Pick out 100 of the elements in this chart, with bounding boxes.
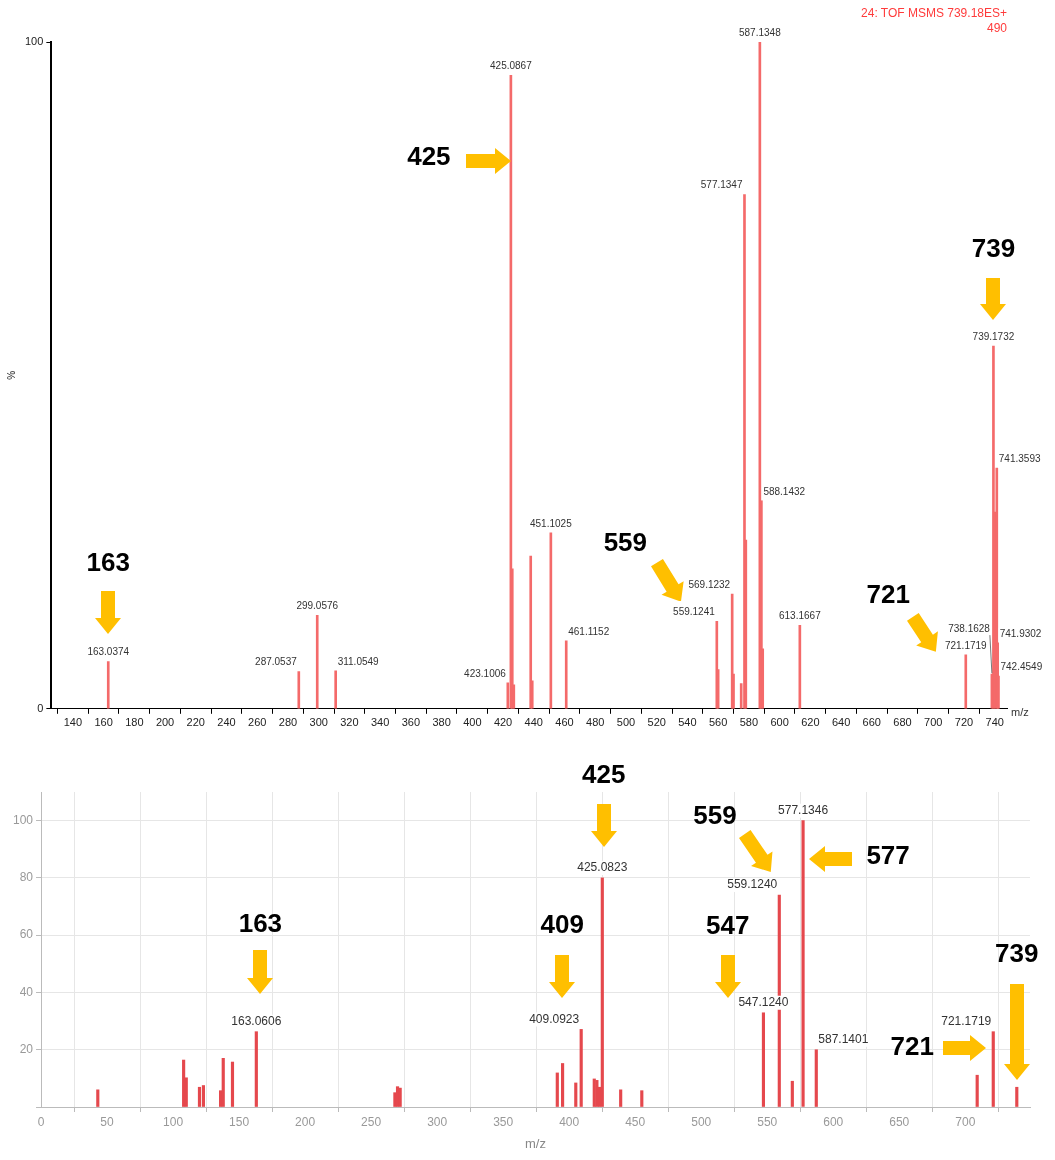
x-tick-label: 500 <box>616 716 636 729</box>
y-tick-label: 40 <box>19 984 34 999</box>
bar <box>801 820 805 1107</box>
bar <box>197 1086 202 1107</box>
annotation: 425 <box>407 140 451 171</box>
x-tick-label: 550 <box>757 1114 778 1129</box>
x-tick-label: 620 <box>801 716 820 729</box>
bar <box>790 1080 794 1107</box>
x-axis-title: m/z <box>1011 705 1029 718</box>
bar <box>315 615 319 709</box>
x-tick-label: 720 <box>954 716 974 729</box>
annotation: 569.1232 <box>688 578 731 590</box>
annotation: 721.1719 <box>944 639 988 651</box>
bar <box>297 671 301 709</box>
y-tick-label: 100 <box>12 812 34 827</box>
x-tick-label: 650 <box>889 1114 910 1129</box>
bar <box>221 1057 225 1107</box>
annotation: 423.1006 <box>464 667 507 679</box>
annotation: 559 <box>603 526 648 557</box>
annotation: 739 <box>971 233 1016 264</box>
y-tick-label: 20 <box>19 1042 34 1057</box>
annotation: 163 <box>86 547 130 578</box>
x-tick-label: 340 <box>370 716 390 729</box>
x-tick-label: 280 <box>278 716 298 729</box>
text: 425 <box>581 759 626 790</box>
annotation: 613.1667 <box>778 610 822 622</box>
x-tick-label: 740 <box>985 716 1004 729</box>
annotation: 587.1348 <box>738 26 782 38</box>
bar <box>529 555 533 709</box>
annotation: 577 <box>866 840 910 871</box>
bar <box>975 1074 979 1107</box>
x-tick-label: 320 <box>340 716 359 729</box>
x-tick-label: 100 <box>163 1114 184 1129</box>
chart-title: 24: TOF MSMS 739.18ES+ <box>861 6 1007 21</box>
x-tick-label: 160 <box>94 716 113 729</box>
x-tick-label: 50 <box>100 1114 115 1129</box>
bar <box>201 1085 206 1107</box>
annotation: 461.1152 <box>568 625 610 637</box>
annotation: 721 <box>890 1031 934 1062</box>
x-tick-label: 400 <box>559 1114 580 1129</box>
y-tick-label: 100 <box>24 35 44 48</box>
bar <box>600 877 604 1107</box>
annotation: 547 <box>705 910 750 941</box>
bar <box>564 640 568 709</box>
annotation: 738.1628 <box>948 622 991 634</box>
x-tick-label: 220 <box>186 716 205 729</box>
bar <box>182 1059 186 1107</box>
y-tick-label: 60 <box>19 927 34 942</box>
x-tick-label: 700 <box>955 1114 976 1129</box>
annotation: 741.3593 <box>998 452 1041 464</box>
x-tick-label: 540 <box>678 716 697 729</box>
bar <box>619 1089 623 1107</box>
x-tick-label: 660 <box>862 716 881 729</box>
annotation: 409.0923 <box>529 1011 580 1026</box>
x-tick-label: 200 <box>295 1114 316 1129</box>
annotation: 409 <box>540 909 584 940</box>
x-tick-label: 380 <box>432 716 451 729</box>
bar <box>640 1090 644 1107</box>
bar <box>334 670 337 709</box>
annotation: 163.0606 <box>231 1014 282 1028</box>
annotation: 741.9302 <box>999 627 1042 639</box>
annotation: 287.0537 <box>255 656 298 668</box>
bar <box>230 1061 235 1107</box>
annotation: 299.0576 <box>296 600 339 612</box>
x-tick-label: 260 <box>248 716 267 729</box>
x-tick-label: 250 <box>361 1114 382 1129</box>
x-tick-label: 640 <box>831 716 851 729</box>
x-tick-label: 680 <box>893 716 912 729</box>
bar <box>106 661 110 709</box>
bar <box>395 1086 400 1107</box>
bar <box>254 1031 258 1107</box>
annotation: 739.1732 <box>972 330 1015 342</box>
x-tick-label: 200 <box>155 716 175 729</box>
annotation: 547.1240 <box>738 995 789 1010</box>
annotation: 311.0549 <box>337 655 380 667</box>
x-axis-title: m/z <box>525 1135 546 1151</box>
annotation: 721 <box>866 579 910 610</box>
x-tick-label: 180 <box>125 716 144 729</box>
x-tick-label: 300 <box>427 1114 448 1129</box>
x-tick-label: 360 <box>401 716 421 729</box>
annotation: 425.0823 <box>577 860 628 875</box>
annotation: 577.1347 <box>700 179 743 191</box>
annotation: 742.4549 <box>1000 660 1043 672</box>
bar <box>991 1031 995 1107</box>
annotation: 451.1025 <box>529 517 573 529</box>
x-tick-label: 400 <box>463 716 482 729</box>
bar <box>1015 1086 1019 1107</box>
annotation: 559.1241 <box>673 606 716 618</box>
y-tick-label: 80 <box>19 870 34 885</box>
x-tick-label: 420 <box>493 716 513 729</box>
x-tick-label: 520 <box>647 716 666 729</box>
annotation: 577.1346 <box>778 802 829 817</box>
x-tick-label: 500 <box>691 1114 712 1129</box>
bar <box>761 1012 766 1107</box>
x-tick-label: 480 <box>586 716 605 729</box>
x-tick-label: 440 <box>524 716 543 729</box>
x-tick-label: 140 <box>63 716 83 729</box>
annotation: 721.1719 <box>941 1014 992 1028</box>
bar <box>561 1063 565 1107</box>
x-tick-label: 150 <box>229 1114 250 1129</box>
